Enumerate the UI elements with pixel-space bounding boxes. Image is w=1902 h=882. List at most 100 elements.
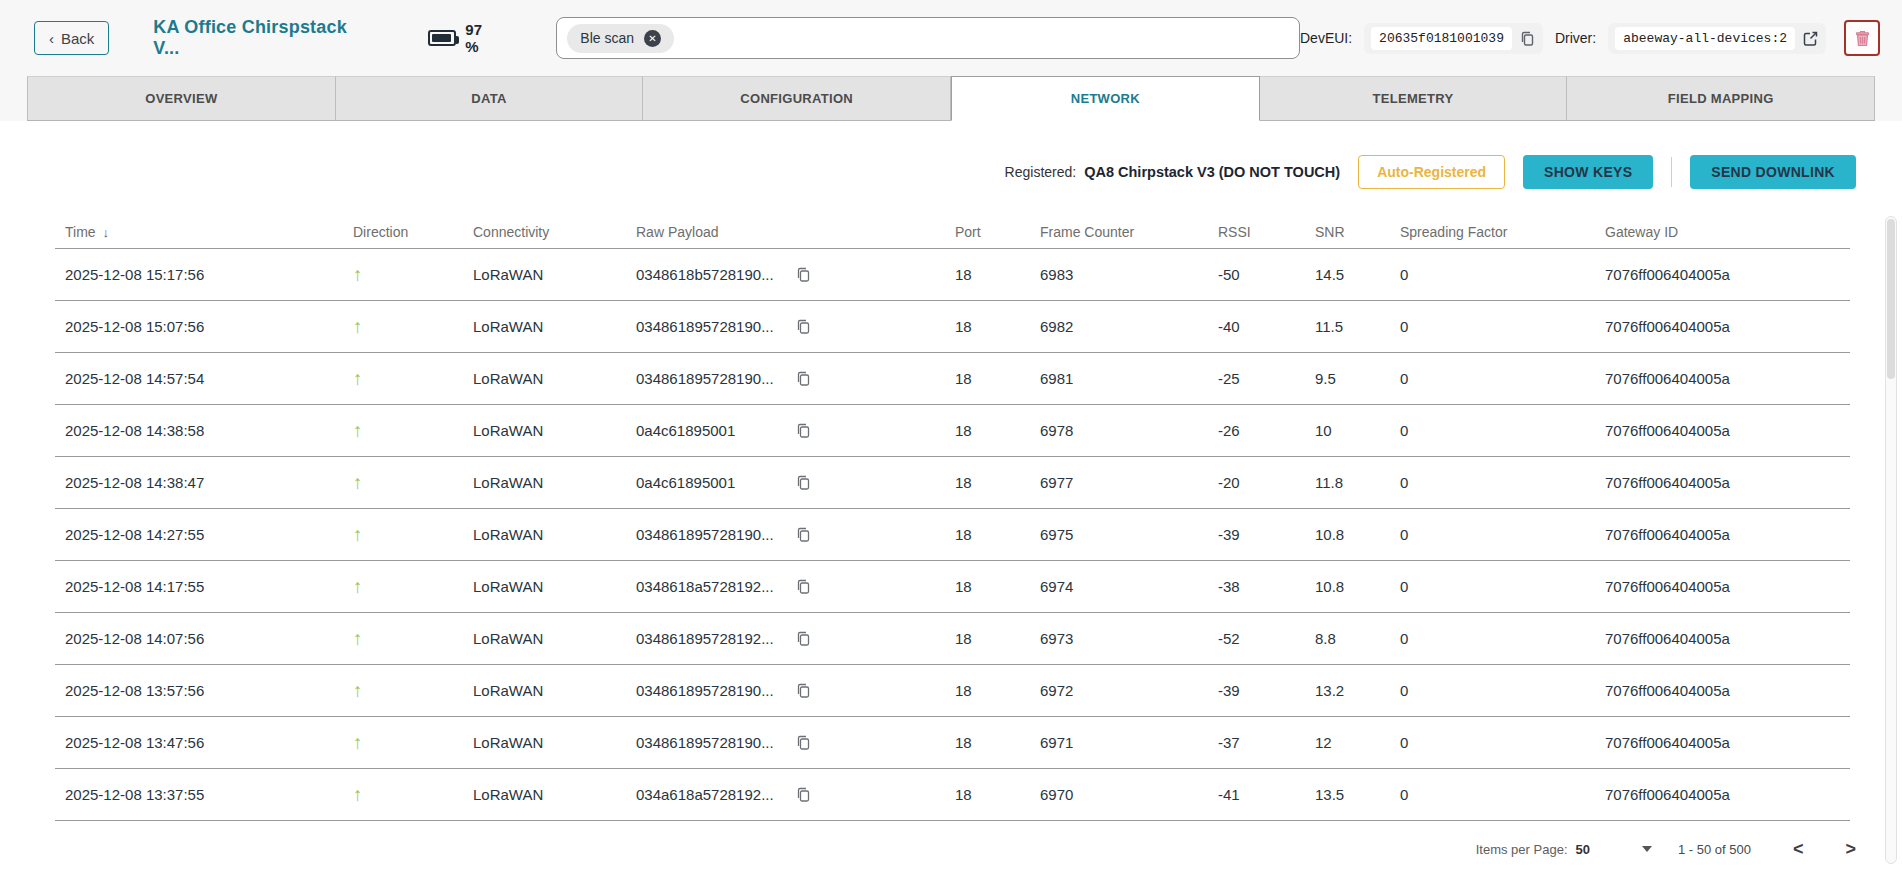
table-row[interactable]: 2025-12-08 14:38:58 ↑ LoRaWAN 0a4c618950… (55, 405, 1850, 457)
search-filter-chip[interactable]: Ble scan ✕ (567, 24, 674, 53)
cell-direction: ↑ (345, 264, 473, 286)
cell-port: 18 (955, 526, 1040, 543)
cell-snr: 14.5 (1315, 266, 1400, 283)
show-keys-button[interactable]: SHOW KEYS (1523, 155, 1653, 189)
tab-configuration[interactable]: CONFIGURATION (643, 76, 951, 120)
registered-label: Registered: (1005, 164, 1077, 180)
copy-icon (795, 578, 812, 595)
table-row[interactable]: 2025-12-08 13:47:56 ↑ LoRaWAN 0348618957… (55, 717, 1850, 769)
driver-value: abeeway-all-devices:2 (1615, 27, 1795, 50)
cell-port: 18 (955, 318, 1040, 335)
cell-connectivity: LoRaWAN (473, 578, 636, 595)
payload-copy-button[interactable] (795, 526, 812, 543)
payload-copy-button[interactable] (795, 578, 812, 595)
table-row[interactable]: 2025-12-08 14:27:55 ↑ LoRaWAN 0348618957… (55, 509, 1850, 561)
cell-raw-payload: 034861895728190... (636, 526, 955, 543)
registration-bar: Registered: QA8 Chirpstack V3 (DO NOT TO… (0, 155, 1856, 189)
direction-up-icon: ↑ (353, 264, 363, 285)
button-divider (1671, 157, 1672, 187)
payload-copy-button[interactable] (795, 266, 812, 283)
tab-field-mapping[interactable]: FIELD MAPPING (1567, 76, 1875, 120)
items-per-page-select[interactable]: Items per Page: 50 (1476, 842, 1652, 857)
deveui-copy-button[interactable] (1519, 30, 1536, 47)
cell-frame-counter: 6983 (1040, 266, 1218, 283)
cell-rssi: -20 (1218, 474, 1315, 491)
header-port[interactable]: Port (955, 224, 1040, 240)
cell-frame-counter: 6971 (1040, 734, 1218, 751)
chip-remove-icon[interactable]: ✕ (644, 30, 661, 47)
cell-frame-counter: 6973 (1040, 630, 1218, 647)
payload-copy-button[interactable] (795, 630, 812, 647)
cell-direction: ↑ (345, 368, 473, 390)
payload-copy-button[interactable] (795, 370, 812, 387)
cell-snr: 10.8 (1315, 578, 1400, 595)
tab-telemetry[interactable]: TELEMETRY (1260, 76, 1568, 120)
header-direction[interactable]: Direction (345, 224, 473, 240)
cell-spreading-factor: 0 (1400, 682, 1605, 699)
delete-device-button[interactable] (1844, 20, 1880, 56)
cell-time: 2025-12-08 13:37:55 (55, 786, 345, 803)
previous-page-button[interactable]: < (1793, 839, 1804, 860)
cell-spreading-factor: 0 (1400, 526, 1605, 543)
payload-text: 034861895728192... (636, 630, 789, 647)
cell-connectivity: LoRaWAN (473, 318, 636, 335)
tab-overview[interactable]: OVERVIEW (27, 76, 336, 120)
header-rssi[interactable]: RSSI (1218, 224, 1315, 240)
table-row[interactable]: 2025-12-08 14:07:56 ↑ LoRaWAN 0348618957… (55, 613, 1850, 665)
cell-rssi: -50 (1218, 266, 1315, 283)
cell-gateway-id: 7076ff006404005a (1605, 422, 1850, 439)
header-raw-payload[interactable]: Raw Payload (636, 224, 955, 240)
payload-copy-button[interactable] (795, 474, 812, 491)
table-row[interactable]: 2025-12-08 14:17:55 ↑ LoRaWAN 0348618a57… (55, 561, 1850, 613)
table-row[interactable]: 2025-12-08 15:07:56 ↑ LoRaWAN 0348618957… (55, 301, 1850, 353)
copy-icon (795, 266, 812, 283)
send-downlink-button[interactable]: SEND DOWNLINK (1690, 155, 1856, 189)
payload-copy-button[interactable] (795, 682, 812, 699)
table-row[interactable]: 2025-12-08 14:38:47 ↑ LoRaWAN 0a4c618950… (55, 457, 1850, 509)
payload-copy-button[interactable] (795, 786, 812, 803)
payload-copy-button[interactable] (795, 734, 812, 751)
cell-raw-payload: 034861895728192... (636, 630, 955, 647)
cell-spreading-factor: 0 (1400, 266, 1605, 283)
table-row[interactable]: 2025-12-08 15:17:56 ↑ LoRaWAN 0348618b57… (55, 249, 1850, 301)
back-button[interactable]: ‹ Back (34, 21, 109, 55)
payload-text: 034861895728190... (636, 682, 789, 699)
cell-direction: ↑ (345, 784, 473, 806)
header-snr[interactable]: SNR (1315, 224, 1400, 240)
next-page-button[interactable]: > (1845, 839, 1856, 860)
header-spreading-factor[interactable]: Spreading Factor (1400, 224, 1605, 240)
cell-direction: ↑ (345, 524, 473, 546)
scrollbar-thumb[interactable] (1887, 219, 1895, 379)
deveui-label: DevEUI: (1300, 30, 1352, 46)
cell-rssi: -26 (1218, 422, 1315, 439)
cell-time: 2025-12-08 15:07:56 (55, 318, 345, 335)
header-time[interactable]: Time↓ (55, 224, 345, 240)
cell-rssi: -39 (1218, 682, 1315, 699)
direction-up-icon: ↑ (353, 784, 363, 805)
payload-copy-button[interactable] (795, 422, 812, 439)
cell-port: 18 (955, 370, 1040, 387)
header-frame-counter[interactable]: Frame Counter (1040, 224, 1218, 240)
caret-down-icon (1642, 846, 1652, 852)
cell-time: 2025-12-08 14:27:55 (55, 526, 345, 543)
cell-time: 2025-12-08 13:57:56 (55, 682, 345, 699)
header-gateway-id[interactable]: Gateway ID (1605, 224, 1850, 240)
header-connectivity[interactable]: Connectivity (473, 224, 636, 240)
table-row[interactable]: 2025-12-08 13:37:55 ↑ LoRaWAN 034a618a57… (55, 769, 1850, 821)
cell-gateway-id: 7076ff006404005a (1605, 578, 1850, 595)
cell-spreading-factor: 0 (1400, 734, 1605, 751)
search-input[interactable]: Ble scan ✕ (556, 17, 1300, 59)
table-row[interactable]: 2025-12-08 14:57:54 ↑ LoRaWAN 0348618957… (55, 353, 1850, 405)
copy-icon (795, 474, 812, 491)
cell-snr: 9.5 (1315, 370, 1400, 387)
payload-copy-button[interactable] (795, 318, 812, 335)
driver-open-button[interactable] (1802, 30, 1819, 47)
tab-data[interactable]: DATA (336, 76, 644, 120)
table-row[interactable]: 2025-12-08 13:57:56 ↑ LoRaWAN 0348618957… (55, 665, 1850, 717)
cell-spreading-factor: 0 (1400, 786, 1605, 803)
cell-raw-payload: 0348618a5728192... (636, 578, 955, 595)
device-meta: DevEUI: 20635f0181001039 Driver: abeeway… (1300, 20, 1880, 56)
cell-snr: 13.2 (1315, 682, 1400, 699)
tab-network[interactable]: NETWORK (951, 76, 1260, 121)
vertical-scrollbar[interactable] (1885, 216, 1897, 864)
